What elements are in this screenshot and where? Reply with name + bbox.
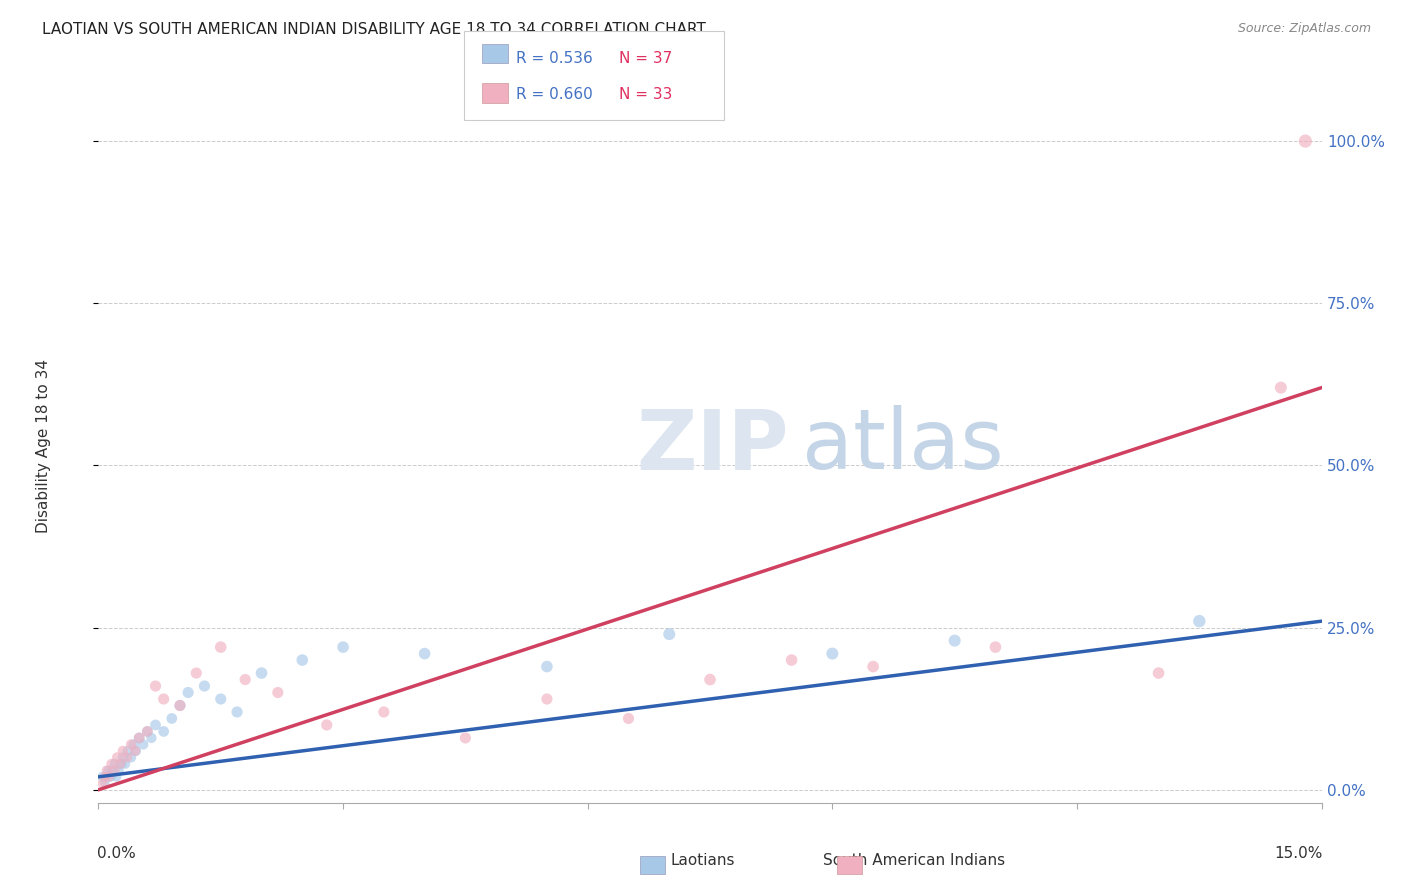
Point: [658, 627, 681, 641]
Point: [94, 770, 117, 784]
Point: [169, 698, 191, 713]
Point: [373, 705, 395, 719]
Point: [821, 647, 844, 661]
Point: [250, 666, 273, 681]
Point: [267, 685, 290, 699]
Point: [97, 764, 120, 778]
Point: [332, 640, 354, 654]
Point: [454, 731, 477, 745]
Point: [233, 673, 256, 687]
Point: [105, 750, 128, 764]
Point: [160, 711, 183, 725]
Point: [193, 679, 215, 693]
Text: 15.0%: 15.0%: [1274, 846, 1323, 861]
Text: N = 37: N = 37: [619, 51, 672, 66]
Point: [96, 764, 118, 778]
Point: [315, 718, 337, 732]
Point: [536, 659, 558, 673]
Point: [413, 647, 436, 661]
Point: [110, 756, 132, 771]
Text: ZIP: ZIP: [637, 406, 789, 486]
Point: [1294, 134, 1316, 148]
Point: [1147, 666, 1170, 681]
Text: South American Indians: South American Indians: [823, 854, 1005, 868]
Point: [145, 718, 167, 732]
Point: [101, 764, 124, 778]
Point: [780, 653, 803, 667]
Point: [104, 756, 127, 771]
Point: [862, 659, 884, 673]
Text: N = 33: N = 33: [619, 87, 672, 102]
Point: [110, 756, 132, 771]
Point: [186, 666, 208, 681]
Point: [536, 692, 558, 706]
Point: [120, 750, 142, 764]
Point: [98, 770, 121, 784]
Point: [136, 724, 159, 739]
Point: [943, 633, 966, 648]
Point: [100, 756, 122, 771]
Point: [91, 776, 114, 790]
Point: [114, 756, 136, 771]
Point: [177, 685, 200, 699]
Point: [1188, 614, 1211, 628]
Text: R = 0.536: R = 0.536: [516, 51, 593, 66]
Text: R = 0.660: R = 0.660: [516, 87, 593, 102]
Point: [124, 744, 146, 758]
Point: [111, 750, 134, 764]
Text: 0.0%: 0.0%: [97, 846, 136, 861]
Point: [120, 738, 142, 752]
Text: Source: ZipAtlas.com: Source: ZipAtlas.com: [1237, 22, 1371, 36]
Point: [96, 770, 118, 784]
Point: [209, 692, 232, 706]
Point: [132, 738, 155, 752]
Point: [111, 744, 134, 758]
Point: [91, 770, 114, 784]
Point: [136, 724, 159, 739]
Point: [152, 692, 174, 706]
Point: [94, 776, 117, 790]
Point: [115, 750, 138, 764]
Point: [152, 724, 174, 739]
Point: [128, 731, 150, 745]
Point: [100, 770, 122, 784]
Point: [122, 738, 145, 752]
Point: [141, 731, 163, 745]
Point: [104, 764, 127, 778]
Point: [291, 653, 314, 667]
Point: [125, 744, 148, 758]
Text: LAOTIAN VS SOUTH AMERICAN INDIAN DISABILITY AGE 18 TO 34 CORRELATION CHART: LAOTIAN VS SOUTH AMERICAN INDIAN DISABIL…: [42, 22, 706, 37]
Point: [169, 698, 191, 713]
Text: Laotians: Laotians: [671, 854, 735, 868]
Point: [209, 640, 232, 654]
Point: [117, 744, 139, 758]
Point: [128, 731, 150, 745]
Point: [617, 711, 640, 725]
Point: [1270, 381, 1292, 395]
Point: [984, 640, 1007, 654]
Point: [226, 705, 249, 719]
Text: Disability Age 18 to 34: Disability Age 18 to 34: [37, 359, 51, 533]
Point: [105, 770, 128, 784]
Text: atlas: atlas: [801, 406, 1004, 486]
Point: [108, 764, 131, 778]
Point: [145, 679, 167, 693]
Point: [699, 673, 721, 687]
